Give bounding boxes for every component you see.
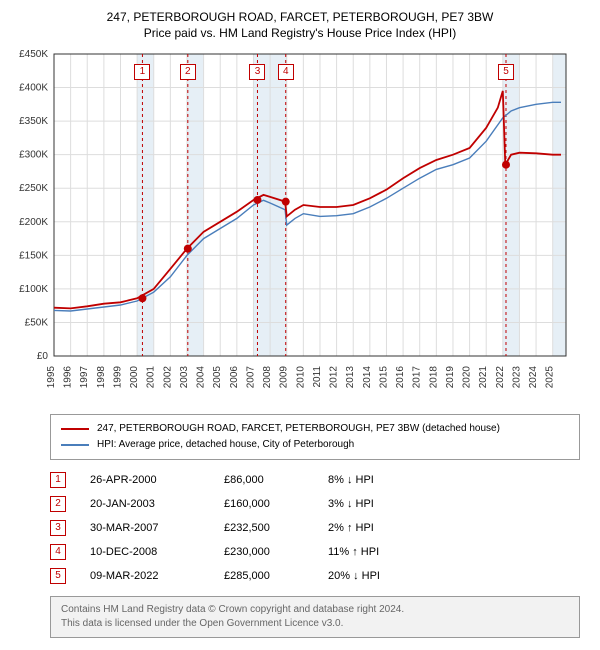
- svg-text:2024: 2024: [528, 366, 539, 389]
- sale-row: 3 30-MAR-2007 £232,500 2% ↑ HPI: [50, 516, 580, 540]
- legend-label: HPI: Average price, detached house, City…: [97, 437, 354, 453]
- svg-text:2002: 2002: [162, 366, 173, 389]
- sale-row: 4 10-DEC-2008 £230,000 11% ↑ HPI: [50, 540, 580, 564]
- svg-text:2013: 2013: [345, 366, 356, 389]
- svg-text:£100K: £100K: [19, 284, 48, 295]
- sale-row-marker: 1: [50, 472, 66, 488]
- svg-text:2021: 2021: [478, 366, 489, 389]
- legend-swatch: [61, 428, 89, 430]
- svg-text:1997: 1997: [79, 366, 90, 389]
- sale-marker-flag: 2: [180, 64, 196, 80]
- svg-text:2023: 2023: [511, 366, 522, 389]
- svg-text:2004: 2004: [196, 366, 207, 389]
- title-subtitle: Price paid vs. HM Land Registry's House …: [10, 26, 590, 40]
- svg-text:2007: 2007: [245, 366, 256, 389]
- sale-delta: 3% ↓ HPI: [328, 498, 428, 510]
- sale-row: 5 09-MAR-2022 £285,000 20% ↓ HPI: [50, 564, 580, 588]
- sale-date: 26-APR-2000: [90, 474, 200, 486]
- footer-line2: This data is licensed under the Open Gov…: [61, 617, 569, 631]
- chart-svg: £0 £50K £100K £150K £200K £250K £300K £350K £400…: [10, 46, 570, 406]
- sale-marker-flag: 1: [134, 64, 150, 80]
- svg-text:£250K: £250K: [19, 183, 48, 194]
- svg-text:2018: 2018: [428, 366, 439, 389]
- svg-text:£300K: £300K: [19, 150, 48, 161]
- sale-price: £232,500: [224, 522, 304, 534]
- svg-text:2025: 2025: [545, 366, 556, 389]
- sale-date: 09-MAR-2022: [90, 570, 200, 582]
- svg-text:2011: 2011: [312, 366, 323, 388]
- svg-text:2014: 2014: [362, 366, 373, 389]
- attribution-footer: Contains HM Land Registry data © Crown c…: [50, 596, 580, 638]
- svg-text:1996: 1996: [63, 366, 74, 389]
- legend-label: 247, PETERBOROUGH ROAD, FARCET, PETERBOR…: [97, 421, 500, 437]
- sale-row: 1 26-APR-2000 £86,000 8% ↓ HPI: [50, 468, 580, 492]
- sale-delta: 2% ↑ HPI: [328, 522, 428, 534]
- sale-marker-flag: 5: [498, 64, 514, 80]
- chart-title: 247, PETERBOROUGH ROAD, FARCET, PETERBOR…: [10, 10, 590, 40]
- svg-text:2009: 2009: [279, 366, 290, 389]
- sale-delta: 8% ↓ HPI: [328, 474, 428, 486]
- legend-swatch: [61, 444, 89, 446]
- svg-text:2022: 2022: [495, 366, 506, 389]
- svg-text:£200K: £200K: [19, 217, 48, 228]
- legend: 247, PETERBOROUGH ROAD, FARCET, PETERBOR…: [50, 414, 580, 460]
- sale-row-marker: 2: [50, 496, 66, 512]
- svg-text:£350K: £350K: [19, 116, 48, 127]
- sale-price: £160,000: [224, 498, 304, 510]
- svg-text:£50K: £50K: [25, 317, 49, 328]
- title-address: 247, PETERBOROUGH ROAD, FARCET, PETERBOR…: [10, 10, 590, 24]
- sale-date: 20-JAN-2003: [90, 498, 200, 510]
- sale-row-marker: 3: [50, 520, 66, 536]
- legend-item: 247, PETERBOROUGH ROAD, FARCET, PETERBOR…: [61, 421, 569, 437]
- svg-text:£0: £0: [37, 351, 49, 362]
- price-chart: £0 £50K £100K £150K £200K £250K £300K £350K £400…: [10, 46, 570, 406]
- svg-text:£150K: £150K: [19, 250, 48, 261]
- svg-text:2016: 2016: [395, 366, 406, 389]
- sale-row-marker: 4: [50, 544, 66, 560]
- sale-row: 2 20-JAN-2003 £160,000 3% ↓ HPI: [50, 492, 580, 516]
- svg-text:2005: 2005: [212, 366, 223, 389]
- svg-text:2020: 2020: [462, 366, 473, 389]
- sale-marker-flag: 3: [249, 64, 265, 80]
- svg-text:2008: 2008: [262, 366, 273, 389]
- svg-text:£400K: £400K: [19, 83, 48, 94]
- svg-text:2006: 2006: [229, 366, 240, 389]
- sale-price: £86,000: [224, 474, 304, 486]
- svg-text:2001: 2001: [146, 366, 157, 389]
- svg-text:2003: 2003: [179, 366, 190, 389]
- sale-date: 30-MAR-2007: [90, 522, 200, 534]
- svg-text:1995: 1995: [46, 366, 57, 389]
- svg-text:2019: 2019: [445, 366, 456, 389]
- svg-text:1998: 1998: [96, 366, 107, 389]
- footer-line1: Contains HM Land Registry data © Crown c…: [61, 603, 569, 617]
- sale-date: 10-DEC-2008: [90, 546, 200, 558]
- svg-text:2000: 2000: [129, 366, 140, 389]
- svg-text:£450K: £450K: [19, 49, 48, 60]
- svg-text:2010: 2010: [295, 366, 306, 389]
- legend-item: HPI: Average price, detached house, City…: [61, 437, 569, 453]
- sale-delta: 11% ↑ HPI: [328, 546, 428, 558]
- svg-text:2012: 2012: [329, 366, 340, 389]
- sale-price: £230,000: [224, 546, 304, 558]
- sale-marker-flag: 4: [278, 64, 294, 80]
- sales-table: 1 26-APR-2000 £86,000 8% ↓ HPI 2 20-JAN-2003 £…: [50, 468, 580, 588]
- svg-text:1999: 1999: [112, 366, 123, 389]
- svg-text:2015: 2015: [378, 366, 389, 389]
- sale-delta: 20% ↓ HPI: [328, 570, 428, 582]
- sale-row-marker: 5: [50, 568, 66, 584]
- svg-text:2017: 2017: [412, 366, 423, 389]
- sale-price: £285,000: [224, 570, 304, 582]
